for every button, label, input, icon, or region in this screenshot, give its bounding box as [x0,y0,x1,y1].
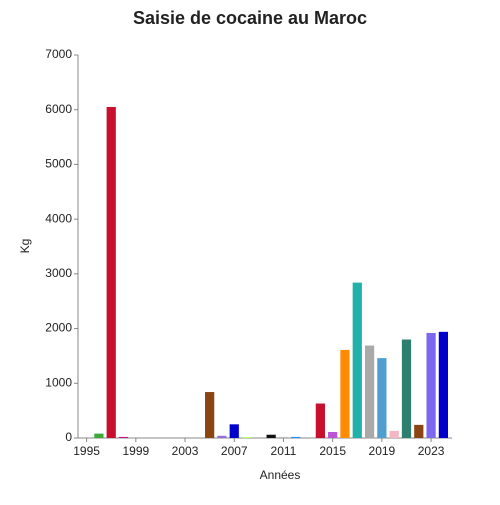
bar [389,430,399,438]
y-tick-label: 1000 [45,375,72,389]
bar [106,106,116,438]
bar [364,345,375,438]
bar [401,339,412,438]
bar [205,392,215,438]
x-tick-label: 2011 [271,444,297,458]
x-axis-label: Années [260,468,301,482]
y-axis-label: Kg [18,239,32,254]
chart-title: Saisie de cocaine au Maroc [133,8,367,28]
bar [426,332,436,438]
x-tick-label: 1995 [73,444,100,458]
y-tick-label: 2000 [45,321,72,335]
bar [278,436,289,438]
y-tick-label: 0 [65,430,72,444]
bar [94,433,104,438]
x-tick-label: 1999 [122,444,149,458]
y-tick-label: 7000 [45,47,72,61]
bar [291,436,301,438]
bar [352,282,362,438]
bar [229,424,239,438]
x-tick-label: 2023 [418,444,445,458]
bar [217,435,227,438]
bar [414,424,424,438]
bar [241,437,252,438]
bar [118,436,129,438]
y-tick-label: 3000 [45,266,72,280]
bar [377,358,387,438]
x-tick-label: 2019 [369,444,396,458]
bar [266,434,276,438]
x-tick-label: 2015 [319,444,346,458]
y-tick-label: 6000 [45,102,72,116]
bar [340,349,350,438]
y-tick-label: 5000 [45,157,72,171]
x-tick-label: 2007 [221,444,248,458]
bar [328,431,338,438]
y-tick-label: 4000 [45,211,72,225]
bar [438,331,449,438]
x-tick-label: 2003 [172,444,199,458]
bar [315,403,325,438]
